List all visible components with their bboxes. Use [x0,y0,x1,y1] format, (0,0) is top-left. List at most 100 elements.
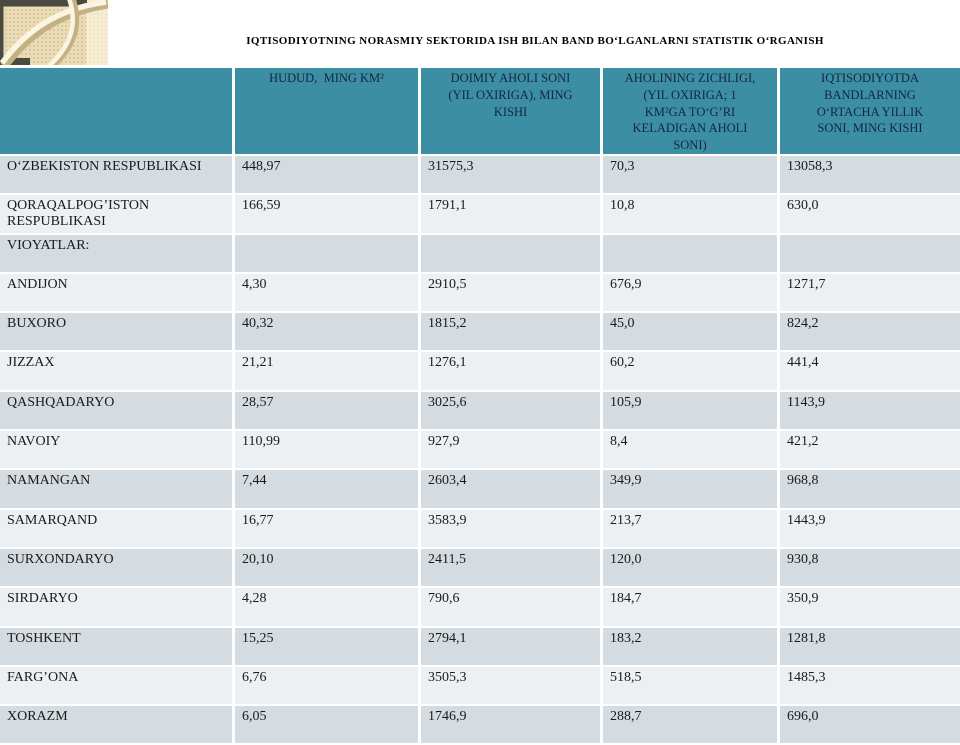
density-cell: 120,0 [603,548,777,587]
corner-decoration-band [86,0,108,65]
employed-cell: 350,9 [780,588,960,626]
employed-cell: 1143,9 [780,391,960,430]
area-cell: 16,77 [235,509,418,547]
corner-decoration [0,0,108,65]
employed-cell: 441,4 [780,352,960,390]
table-row: ANDIJON 4,30 2910,5 676,9 1271,7 [0,273,960,312]
table-header-row: HUDUD, MING KM² DOIMIY AHOLI SONI (YIL O… [0,68,960,154]
table-row: VIOYATLAR: [0,234,960,272]
header-cell-employed: IQTISODIYOTDA BANDLARNING O‘RTACHA YILLI… [780,68,960,154]
region-cell: NAVOIY [0,431,232,469]
density-cell [603,234,777,272]
employed-cell: 1443,9 [780,509,960,547]
table-row: FARG’ONA 6,76 3505,3 518,5 1485,3 [0,666,960,705]
area-cell: 166,59 [235,195,418,233]
density-cell: 8,4 [603,431,777,469]
region-cell: BUXORO [0,313,232,351]
table-row: XORAZM 6,05 1746,9 288,7 696,0 [0,706,960,744]
region-cell: VIOYATLAR: [0,234,232,272]
population-cell: 1815,2 [421,313,600,351]
population-cell: 790,6 [421,588,600,626]
area-cell: 4,28 [235,588,418,626]
region-cell: NAMANGAN [0,470,232,508]
area-cell: 6,05 [235,706,418,744]
employed-cell: 1271,7 [780,273,960,312]
population-cell: 1276,1 [421,352,600,390]
table-row: TOSHKENT 15,25 2794,1 183,2 1281,8 [0,627,960,665]
density-cell: 10,8 [603,195,777,233]
area-cell: 6,76 [235,666,418,705]
slide-title: IQTISODIYOTNING NORASMIY SEKTORIDA ISH B… [246,35,824,47]
stats-table-body: O‘ZBEKISTON RESPUBLIKASI 448,97 31575,3 … [0,156,960,744]
region-cell: TOSHKENT [0,627,232,665]
area-cell: 21,21 [235,352,418,390]
table-row: NAVOIY 110,99 927,9 8,4 421,2 [0,431,960,469]
table-row: NAMANGAN 7,44 2603,4 349,9 968,8 [0,470,960,508]
area-cell: 20,10 [235,548,418,587]
stats-table: HUDUD, MING KM² DOIMIY AHOLI SONI (YIL O… [0,68,960,745]
employed-cell: 930,8 [780,548,960,587]
area-cell: 4,30 [235,273,418,312]
density-cell: 183,2 [603,627,777,665]
population-cell: 2910,5 [421,273,600,312]
population-cell: 2794,1 [421,627,600,665]
region-cell: ANDIJON [0,273,232,312]
population-cell: 2603,4 [421,470,600,508]
population-cell: 3505,3 [421,666,600,705]
region-cell: QASHQADARYO [0,391,232,430]
table-row: JIZZAX 21,21 1276,1 60,2 441,4 [0,352,960,390]
table-row: QASHQADARYO 28,57 3025,6 105,9 1143,9 [0,391,960,430]
population-cell: 31575,3 [421,156,600,194]
table-row: QORAQALPOG’ISTON RESPUBLIKASI 166,59 179… [0,195,960,233]
area-cell: 110,99 [235,431,418,469]
population-cell: 3025,6 [421,391,600,430]
density-cell: 518,5 [603,666,777,705]
density-cell: 213,7 [603,509,777,547]
region-cell: SAMARQAND [0,509,232,547]
area-cell [235,234,418,272]
population-cell: 1791,1 [421,195,600,233]
header-cell-area: HUDUD, MING KM² [235,68,418,154]
employed-cell: 968,8 [780,470,960,508]
region-cell: QORAQALPOG’ISTON RESPUBLIKASI [0,195,232,233]
area-cell: 40,32 [235,313,418,351]
leaf-ornament-graphic [0,0,108,65]
table-row: O‘ZBEKISTON RESPUBLIKASI 448,97 31575,3 … [0,156,960,194]
population-cell: 2411,5 [421,548,600,587]
density-cell: 349,9 [603,470,777,508]
region-cell: O‘ZBEKISTON RESPUBLIKASI [0,156,232,194]
employed-cell: 696,0 [780,706,960,744]
employed-cell: 1281,8 [780,627,960,665]
density-cell: 45,0 [603,313,777,351]
region-cell: FARG’ONA [0,666,232,705]
employed-cell: 13058,3 [780,156,960,194]
area-cell: 448,97 [235,156,418,194]
header-cell-population: DOIMIY AHOLI SONI (YIL OXIRIGA), MING KI… [421,68,600,154]
table-row: BUXORO 40,32 1815,2 45,0 824,2 [0,313,960,351]
employed-cell: 824,2 [780,313,960,351]
density-cell: 676,9 [603,273,777,312]
density-cell: 105,9 [603,391,777,430]
population-cell: 3583,9 [421,509,600,547]
population-cell [421,234,600,272]
region-cell: JIZZAX [0,352,232,390]
employed-cell: 1485,3 [780,666,960,705]
density-cell: 70,3 [603,156,777,194]
population-cell: 927,9 [421,431,600,469]
header-cell-density: AHOLINING ZICHLIGI, (YIL OXIRIGA; 1 KM²G… [603,68,777,154]
employed-cell [780,234,960,272]
density-cell: 60,2 [603,352,777,390]
area-cell: 28,57 [235,391,418,430]
table-row: SAMARQAND 16,77 3583,9 213,7 1443,9 [0,509,960,547]
header-cell-empty [0,68,232,154]
employed-cell: 630,0 [780,195,960,233]
region-cell: SIRDARYO [0,588,232,626]
region-cell: XORAZM [0,706,232,744]
area-cell: 15,25 [235,627,418,665]
density-cell: 288,7 [603,706,777,744]
region-cell: SURXONDARYO [0,548,232,587]
table-row: SIRDARYO 4,28 790,6 184,7 350,9 [0,588,960,626]
area-cell: 7,44 [235,470,418,508]
table-row: SURXONDARYO 20,10 2411,5 120,0 930,8 [0,548,960,587]
